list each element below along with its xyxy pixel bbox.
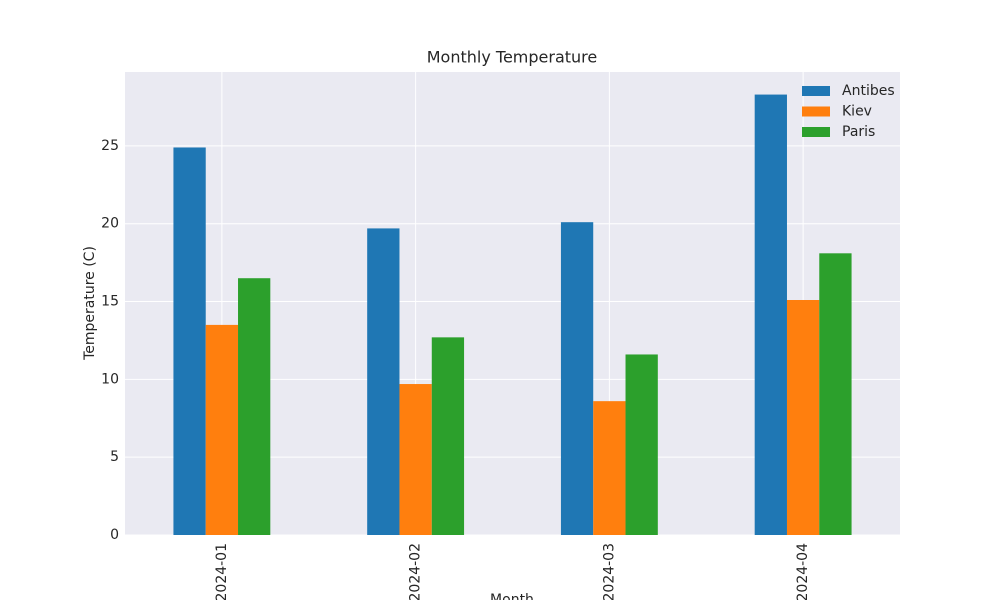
bar xyxy=(786,299,820,535)
bar xyxy=(431,337,465,535)
legend-swatch xyxy=(802,127,830,137)
bar xyxy=(173,147,206,536)
y-tick-label: 0 xyxy=(110,527,119,543)
y-axis-label: Temperature (C) xyxy=(82,246,98,361)
y-tick-label: 25 xyxy=(101,138,119,154)
y-tick-label: 10 xyxy=(101,371,119,387)
chart-title: Monthly Temperature xyxy=(427,48,598,67)
legend-label: Paris xyxy=(842,124,875,140)
bar xyxy=(238,278,271,535)
x-axis-label: Month xyxy=(490,592,534,600)
bar xyxy=(205,324,239,535)
bar xyxy=(399,384,432,535)
legend-swatch xyxy=(802,106,830,117)
y-tick-label: 20 xyxy=(101,216,119,232)
y-tick-label: 15 xyxy=(101,294,119,310)
bar xyxy=(625,354,658,535)
bar xyxy=(754,94,787,536)
y-tick-label: 5 xyxy=(110,449,119,465)
x-tick-label: 2024-03 xyxy=(601,543,617,600)
x-tick-label: 2024-02 xyxy=(408,543,424,600)
legend-swatch xyxy=(802,86,830,96)
bar xyxy=(560,222,594,535)
x-tick-label: 2024-01 xyxy=(214,543,230,600)
bar xyxy=(593,401,626,535)
bar xyxy=(367,228,400,536)
x-tick-label: 2024-04 xyxy=(795,543,811,600)
bar xyxy=(819,253,852,535)
legend-label: Antibes xyxy=(842,83,895,99)
legend-label: Kiev xyxy=(842,104,872,120)
